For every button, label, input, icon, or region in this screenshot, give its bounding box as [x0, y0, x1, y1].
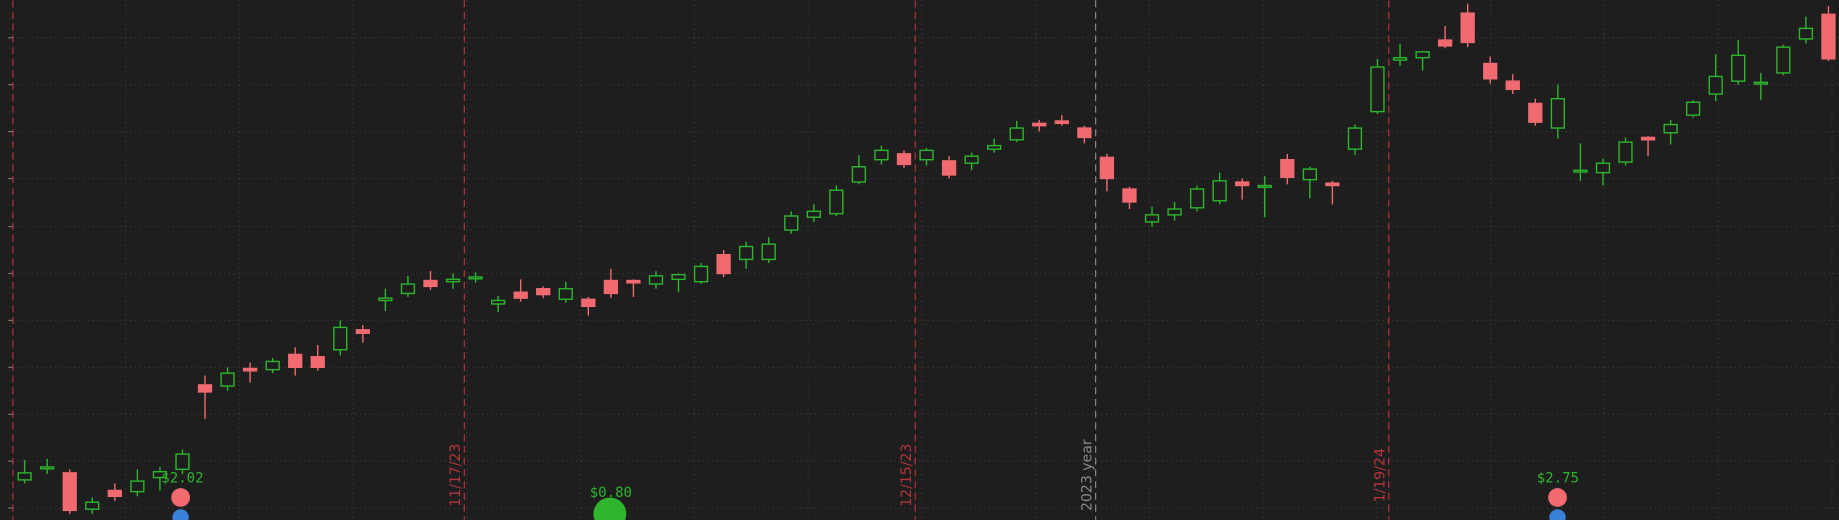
candle-body: [671, 273, 686, 281]
candle-body: [152, 470, 168, 479]
candle-body: [107, 489, 122, 498]
event-label: $2.02: [161, 471, 203, 487]
candle-body: [400, 283, 416, 295]
candle-body: [1753, 81, 1768, 85]
candle-body: [784, 215, 799, 231]
candle-body: [1640, 136, 1656, 141]
candle-body: [310, 356, 325, 369]
candle-body: [220, 372, 235, 387]
candle-body: [761, 243, 776, 261]
candle-body: [468, 276, 483, 280]
candle-body: [1437, 39, 1453, 47]
earnings-icon: [171, 488, 190, 507]
candle-body: [62, 472, 77, 512]
candle-body: [739, 245, 754, 261]
candle-body: [1077, 127, 1092, 139]
candle-body: [1144, 214, 1160, 223]
candle-body: [806, 210, 821, 218]
grid: [8, 0, 1839, 520]
candle-body: [536, 288, 551, 296]
candle-body: [1347, 127, 1363, 150]
candle-body: [1460, 12, 1475, 44]
candle-body: [17, 472, 32, 481]
candle-body: [1054, 120, 1069, 125]
candle-body: [423, 279, 438, 288]
candle-body: [333, 326, 348, 351]
candle-body: [1302, 168, 1318, 181]
candle-body: [1280, 159, 1295, 179]
candle-body: [987, 144, 1002, 150]
event-icons: [171, 488, 1567, 520]
candle-body: [829, 189, 844, 215]
candle-body: [197, 384, 213, 393]
candle-body: [175, 453, 190, 471]
candle-body: [1686, 101, 1701, 116]
candle-body: [1325, 182, 1340, 187]
candle-body: [964, 155, 979, 164]
candle-body: [1573, 169, 1588, 173]
candle-body: [513, 291, 528, 299]
candle-body: [1032, 122, 1047, 127]
candle-body: [941, 160, 957, 176]
candle-body: [626, 279, 641, 284]
candle-body: [378, 297, 393, 302]
candle-body: [242, 367, 258, 372]
candle-body: [355, 329, 370, 335]
candle-body: [1370, 66, 1385, 113]
candle-body: [716, 254, 731, 275]
candle-body: [1821, 13, 1836, 60]
candle-body: [648, 275, 664, 285]
earnings-icon: [1548, 488, 1567, 507]
candle-body: [1595, 162, 1611, 174]
candle-body: [851, 166, 867, 183]
candle-body: [896, 153, 912, 166]
candle-body: [1099, 156, 1115, 180]
candle-body: [40, 466, 55, 470]
event-label: $2.75: [1537, 471, 1579, 487]
candle-body: [1167, 208, 1182, 216]
candle-body: [1415, 51, 1430, 59]
separator-label: 2023 year: [1079, 439, 1095, 511]
candle-body: [874, 149, 889, 161]
candle-body: [603, 279, 619, 295]
event-icon: [172, 509, 189, 520]
candle-body: [490, 299, 506, 305]
candle-body: [1663, 123, 1678, 134]
separator-label: 1/19/24: [1373, 448, 1389, 502]
event-icon: [1549, 509, 1566, 520]
dividend-icon: [593, 497, 627, 520]
candle-body: [1708, 75, 1723, 95]
event-label: $0.80: [590, 485, 632, 501]
candle-body: [1618, 141, 1633, 163]
candle-body: [1550, 98, 1566, 129]
candle-body: [1776, 46, 1791, 74]
candle-body: [581, 298, 596, 308]
separator-label: 12/15/23: [899, 444, 915, 507]
candle-body: [693, 265, 709, 283]
candle-body: [1798, 27, 1814, 40]
candle-body: [919, 149, 934, 161]
candle-body: [558, 288, 573, 300]
candle-body: [1009, 127, 1024, 141]
candle-body: [1212, 180, 1227, 202]
candle-body: [1257, 184, 1272, 188]
candle-body: [1392, 56, 1408, 61]
candle-body: [1189, 188, 1205, 209]
candle-body: [445, 278, 461, 283]
candle-body: [1483, 62, 1498, 80]
plot: 11/17/23 12/15/23 2023 year 1/19/24 $2.02 $0.…: [17, 0, 1836, 520]
candle-body: [288, 353, 303, 369]
candle-body: [1505, 80, 1520, 91]
candle-body: [265, 360, 280, 371]
candle-body: [1731, 54, 1746, 82]
candle-body: [1235, 181, 1250, 187]
candle-body: [1122, 188, 1137, 203]
candle-body: [85, 501, 100, 510]
candle-body: [130, 480, 145, 493]
candle-body: [1528, 102, 1543, 123]
separator-label: 11/17/23: [448, 444, 464, 507]
